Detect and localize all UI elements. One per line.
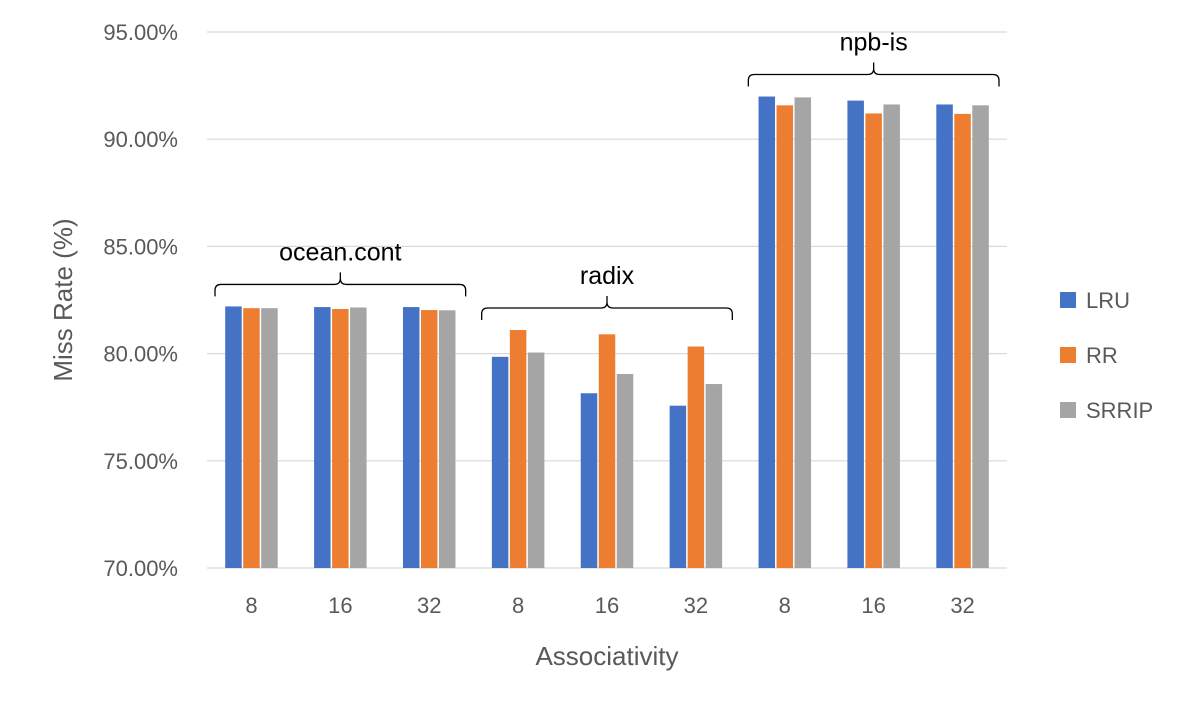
group-label: ocean.cont	[279, 238, 401, 266]
legend: LRU RR SRRIP	[1060, 288, 1153, 423]
group-brace	[747, 62, 1000, 87]
x-tick-label: 16	[595, 593, 619, 618]
bar-rr-4	[598, 334, 616, 568]
legend-label: LRU	[1086, 288, 1130, 313]
group-brace	[481, 296, 733, 321]
bar-lru-2	[402, 307, 420, 568]
y-tick-label: 95.00%	[103, 20, 178, 45]
bar-lru-6	[758, 96, 776, 569]
bar-srrip-1	[350, 307, 367, 568]
bar-srrip-6	[794, 97, 812, 568]
y-tick-label: 70.00%	[103, 556, 178, 581]
bar-lru-8	[936, 104, 953, 569]
x-tick-label: 32	[684, 593, 708, 618]
bar-rr-8	[954, 113, 971, 568]
bar-srrip-7	[883, 104, 900, 569]
x-tick-label: 32	[950, 593, 974, 618]
legend-label: RR	[1086, 343, 1118, 368]
group-label: npb-is	[840, 29, 908, 57]
bar-lru-3	[491, 356, 509, 568]
y-axis-tick-labels: 70.00% 75.00% 80.00% 85.00% 90.00% 95.00%	[103, 20, 178, 581]
group-braces: ocean.cont radix npb-is	[214, 29, 1000, 321]
legend-label: SRRIP	[1086, 398, 1153, 423]
legend-swatch	[1060, 402, 1076, 418]
x-axis-tick-labels: 8 16 32 8 16 32 8 16 32	[245, 593, 974, 618]
bar-srrip-2	[438, 310, 456, 568]
bar-rr-2	[420, 310, 438, 568]
x-axis-title: Associativity	[535, 641, 678, 671]
y-tick-label: 75.00%	[103, 449, 178, 474]
bar-lru-5	[669, 405, 687, 568]
group-label: radix	[580, 262, 635, 290]
bar-srrip-3	[527, 352, 545, 568]
bar-srrip-8	[972, 105, 989, 568]
bar-lru-1	[314, 307, 331, 568]
legend-swatch	[1060, 347, 1076, 363]
bars	[225, 96, 989, 569]
bar-rr-0	[243, 308, 260, 568]
y-tick-label: 80.00%	[103, 342, 178, 367]
bar-srrip-5	[705, 384, 723, 568]
bar-rr-3	[509, 330, 527, 568]
group-brace	[214, 272, 467, 297]
bar-rr-1	[332, 309, 349, 568]
bar-srrip-0	[261, 308, 278, 568]
y-axis-title: Miss Rate (%)	[48, 218, 78, 381]
x-tick-label: 32	[417, 593, 441, 618]
bar-lru-4	[580, 393, 598, 568]
bar-rr-6	[776, 105, 794, 568]
bar-lru-0	[225, 306, 242, 568]
x-tick-label: 16	[328, 593, 352, 618]
legend-swatch	[1060, 292, 1076, 308]
y-tick-label: 85.00%	[103, 234, 178, 259]
bar-lru-7	[847, 100, 864, 568]
x-tick-label: 8	[512, 593, 524, 618]
x-tick-label: 16	[861, 593, 885, 618]
x-tick-label: 8	[779, 593, 791, 618]
bar-rr-7	[865, 113, 882, 569]
x-tick-label: 8	[245, 593, 257, 618]
y-tick-label: 90.00%	[103, 127, 178, 152]
bar-srrip-4	[616, 373, 634, 568]
bar-rr-5	[687, 346, 705, 568]
